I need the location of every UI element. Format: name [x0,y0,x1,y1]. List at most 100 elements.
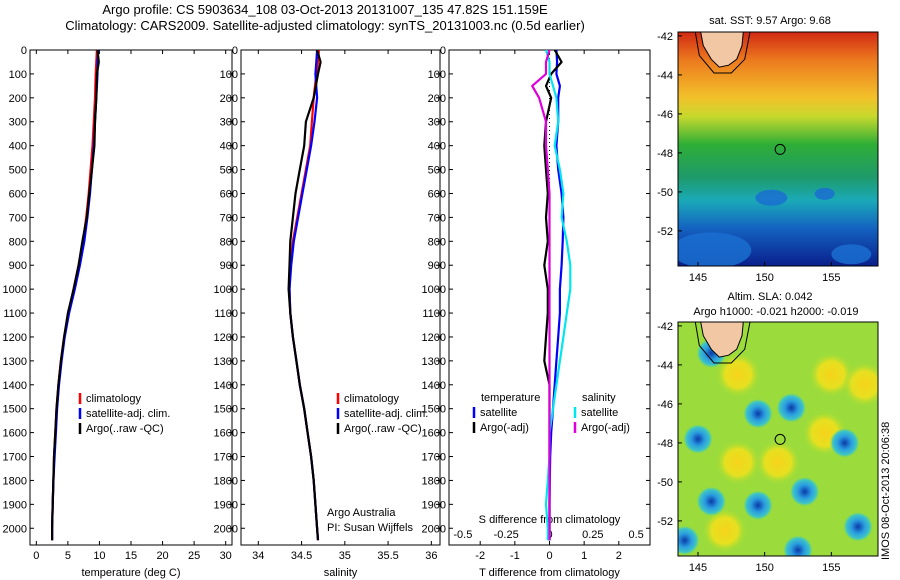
legend-label: Argo(-adj) [480,422,529,434]
depth-tick-label: 1300 [3,356,27,368]
sla-low-eddy [696,486,727,517]
map-y-tick-label: -50 [657,187,673,199]
map-frame-1 [677,31,879,267]
depth-tick-label: 0 [232,45,238,57]
map-y-tick-label: -48 [657,148,673,160]
sla-high-eddy [716,440,760,485]
x-axis-label: temperature (deg C) [81,567,180,579]
legend-label: satellite [480,407,517,419]
shelf-contour [694,32,751,74]
depth-tick-label: 1100 [3,308,27,320]
depth-tick-label: 2000 [214,523,238,535]
depth-tick-label: 500 [9,165,27,177]
chart-title-line1: Argo profile: CS 5903634_108 03-Oct-2013… [102,2,548,17]
depth-tick-label: 2000 [422,523,446,535]
depth-tick-label: 1700 [422,452,446,464]
map-2-title: Altim. SLA: 0.042 [728,291,813,303]
legend-label: Argo(-adj) [581,422,630,434]
depth-tick-label: 1100 [422,308,446,320]
sla-low-eddy [683,424,713,454]
depth-tick-label: 300 [220,117,238,129]
depth-tick-label: 1600 [3,428,27,440]
depth-tick-label: 800 [220,236,238,248]
legend-label: Argo(..raw -QC) [86,423,164,435]
sla-low-eddy [743,490,773,521]
depth-tick-label: 1700 [214,452,238,464]
series-line-black [50,49,100,541]
depth-tick-label: 400 [9,141,27,153]
sla-low-eddy [789,476,820,507]
depth-tick-label: 1400 [422,380,446,392]
map-y-tick-label: -52 [657,226,673,238]
depth-tick-label: 1000 [422,284,446,296]
depth-tick-label: 700 [220,212,238,224]
depth-tick-label: 1200 [214,332,238,344]
depth-tick-label: 600 [9,188,27,200]
depth-tick-label: 1500 [3,404,27,416]
x-tick-label: 10 [93,550,105,562]
depth-tick-label: 1300 [214,356,238,368]
x-tick-label: 1 [581,550,587,562]
map-y-tick-label: -42 [657,31,673,43]
x-tick-label: 0 [33,550,39,562]
map-y-tick-label: -46 [657,399,673,411]
tasmania-land [700,322,744,358]
depth-tick-label: 500 [220,165,238,177]
depth-tick-label: 1900 [3,499,27,511]
x-tick-label: 35.5 [377,550,398,562]
sla-low-eddy [678,525,700,556]
sst-cold-patch [831,244,872,265]
map-x-tick-label: 145 [689,272,707,284]
x-tick-label: 15 [125,550,137,562]
legend-salinity-header: salinity [582,392,616,404]
map-1-title: sat. SST: 9.57 Argo: 9.68 [709,15,831,27]
depth-tick-label: 1100 [214,308,238,320]
depth-tick-label: 200 [220,93,238,105]
depth-tick-label: 2000 [3,523,27,535]
x-tick-label: 34 [252,550,264,562]
map-y-tick-label: -42 [657,321,673,333]
legend-label: satellite-adj. clim. [344,408,428,420]
depth-tick-label: 1400 [214,380,238,392]
x-tick-label: 30 [220,550,232,562]
map-y-tick-label: -52 [657,516,673,528]
depth-tick-label: 900 [428,260,446,272]
depth-tick-label: 1800 [3,475,27,487]
legend-label: Argo(..raw -QC) [344,423,422,435]
panel-frame-1 [29,49,233,546]
sst-field [678,32,878,266]
annotation-line1: Argo Australia [327,507,396,519]
s-tick-label: 0.5 [628,529,643,541]
x-tick-label: 25 [188,550,200,562]
x-tick-label: 20 [156,550,168,562]
depth-tick-label: 400 [220,141,238,153]
depth-tick-label: 0 [21,45,27,57]
x-axis-label: T difference from climatology [479,567,620,579]
legend-label: satellite-adj. clim. [86,408,170,420]
map-x-tick-label: 145 [689,562,707,574]
depth-tick-label: 1300 [422,356,446,368]
depth-tick-label: 100 [428,69,446,81]
panel-frame-2 [240,49,441,546]
map-frame-2 [677,321,879,557]
x-tick-label: 35 [339,550,351,562]
depth-tick-label: 1000 [3,284,27,296]
legend-label: climatology [86,393,142,405]
sla-low-eddy [783,535,813,556]
x-axis-label: salinity [324,567,358,579]
depth-tick-label: 1700 [3,452,27,464]
depth-tick-label: 500 [428,165,446,177]
depth-tick-label: 200 [9,93,27,105]
map-x-tick-label: 150 [755,272,773,284]
tasmania-land [700,32,744,68]
depth-tick-label: 1800 [214,475,238,487]
depth-tick-label: 700 [9,212,27,224]
x-tick-label: 5 [65,550,71,562]
map-x-tick-label: 150 [755,562,773,574]
x-tick-label: 34.5 [291,550,312,562]
map-x-tick-label: 155 [822,562,840,574]
sla-low-eddy [743,398,773,429]
shelf-contour [694,322,751,364]
depth-tick-label: 900 [220,260,238,272]
